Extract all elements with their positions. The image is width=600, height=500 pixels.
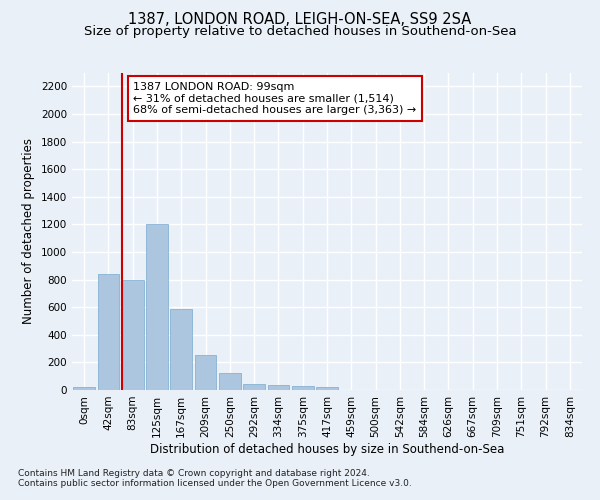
Bar — [194, 355, 217, 390]
Bar — [97, 274, 119, 390]
Text: 1387 LONDON ROAD: 99sqm
← 31% of detached houses are smaller (1,514)
68% of semi: 1387 LONDON ROAD: 99sqm ← 31% of detache… — [133, 82, 416, 115]
Bar — [122, 280, 143, 390]
Bar — [292, 386, 314, 390]
Bar — [170, 308, 192, 390]
Text: Size of property relative to detached houses in Southend-on-Sea: Size of property relative to detached ho… — [83, 25, 517, 38]
Bar — [146, 224, 168, 390]
X-axis label: Distribution of detached houses by size in Southend-on-Sea: Distribution of detached houses by size … — [150, 442, 504, 456]
Text: 1387, LONDON ROAD, LEIGH-ON-SEA, SS9 2SA: 1387, LONDON ROAD, LEIGH-ON-SEA, SS9 2SA — [128, 12, 472, 28]
Text: Contains public sector information licensed under the Open Government Licence v3: Contains public sector information licen… — [18, 478, 412, 488]
Bar — [316, 387, 338, 390]
Bar — [268, 385, 289, 390]
Text: Contains HM Land Registry data © Crown copyright and database right 2024.: Contains HM Land Registry data © Crown c… — [18, 468, 370, 477]
Bar — [73, 387, 95, 390]
Bar — [243, 384, 265, 390]
Bar — [219, 374, 241, 390]
Y-axis label: Number of detached properties: Number of detached properties — [22, 138, 35, 324]
